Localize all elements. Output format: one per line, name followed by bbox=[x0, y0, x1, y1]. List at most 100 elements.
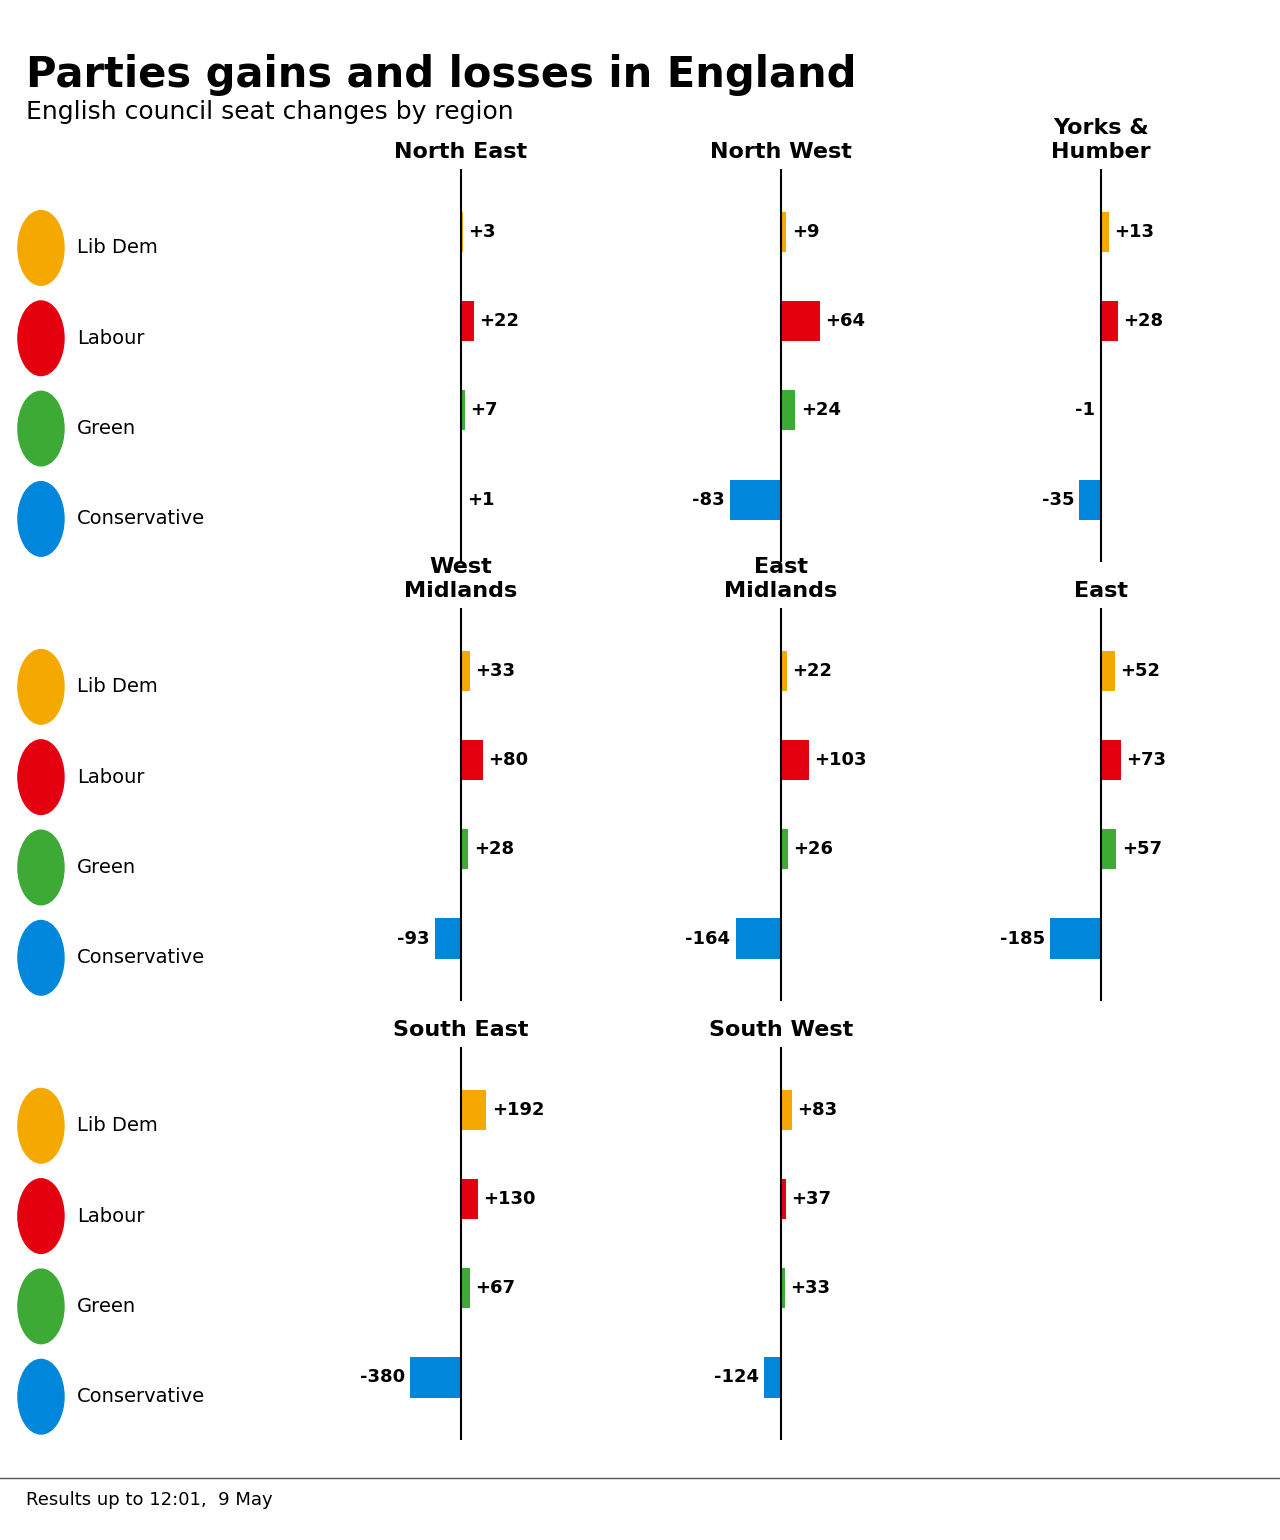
Bar bbox=[461, 739, 483, 781]
Bar bbox=[1101, 739, 1121, 781]
Bar bbox=[1101, 651, 1115, 691]
Ellipse shape bbox=[18, 921, 64, 995]
Text: Conservative: Conservative bbox=[77, 1388, 205, 1406]
Text: +83: +83 bbox=[797, 1101, 837, 1118]
Text: North East: North East bbox=[394, 142, 527, 162]
Bar bbox=[781, 1267, 785, 1309]
Bar bbox=[461, 300, 475, 342]
Bar bbox=[1101, 829, 1116, 870]
Bar bbox=[781, 1090, 792, 1130]
Text: +103: +103 bbox=[814, 752, 867, 768]
Text: +33: +33 bbox=[475, 662, 515, 679]
Text: +22: +22 bbox=[792, 662, 832, 679]
Text: +64: +64 bbox=[826, 313, 865, 330]
Text: -124: -124 bbox=[714, 1369, 759, 1386]
Text: Labour: Labour bbox=[77, 328, 145, 348]
Bar bbox=[461, 1178, 479, 1220]
Bar bbox=[781, 213, 786, 253]
Text: West
Midlands: West Midlands bbox=[404, 557, 517, 601]
Text: -380: -380 bbox=[360, 1369, 404, 1386]
Text: +57: +57 bbox=[1121, 841, 1162, 858]
Text: +73: +73 bbox=[1126, 752, 1166, 768]
Ellipse shape bbox=[18, 211, 64, 285]
Text: Lib Dem: Lib Dem bbox=[77, 1116, 157, 1135]
Bar bbox=[461, 213, 462, 253]
Text: +1: +1 bbox=[467, 491, 494, 508]
Ellipse shape bbox=[18, 1360, 64, 1434]
Text: -185: -185 bbox=[1000, 930, 1044, 947]
Text: +67: +67 bbox=[475, 1280, 515, 1297]
Bar bbox=[461, 1090, 486, 1130]
Bar bbox=[781, 739, 809, 781]
Bar bbox=[781, 1178, 786, 1220]
Bar bbox=[730, 479, 781, 519]
Ellipse shape bbox=[18, 1178, 64, 1254]
Ellipse shape bbox=[18, 391, 64, 467]
Text: +26: +26 bbox=[794, 841, 833, 858]
Bar bbox=[1101, 300, 1117, 342]
Text: South East: South East bbox=[393, 1019, 529, 1040]
Bar bbox=[461, 390, 465, 431]
Bar bbox=[1101, 213, 1108, 253]
Bar bbox=[1050, 918, 1101, 958]
Bar bbox=[781, 390, 795, 431]
Bar bbox=[736, 918, 781, 958]
Text: South West: South West bbox=[709, 1019, 852, 1040]
Ellipse shape bbox=[18, 739, 64, 815]
Text: English council seat changes by region: English council seat changes by region bbox=[26, 100, 513, 125]
Text: -93: -93 bbox=[398, 930, 430, 947]
Text: +192: +192 bbox=[492, 1101, 544, 1118]
Bar bbox=[764, 1357, 781, 1397]
Text: Lib Dem: Lib Dem bbox=[77, 239, 157, 257]
Text: East
Midlands: East Midlands bbox=[724, 557, 837, 601]
Text: B: B bbox=[1121, 1494, 1135, 1512]
Text: +13: +13 bbox=[1114, 223, 1155, 240]
Text: B: B bbox=[1171, 1494, 1184, 1512]
Text: +130: +130 bbox=[484, 1190, 536, 1207]
Bar bbox=[781, 300, 820, 342]
Text: +24: +24 bbox=[801, 402, 841, 419]
Ellipse shape bbox=[18, 300, 64, 376]
Ellipse shape bbox=[18, 650, 64, 724]
Text: Parties gains and losses in England: Parties gains and losses in England bbox=[26, 54, 856, 95]
Text: -83: -83 bbox=[692, 491, 724, 508]
Text: C: C bbox=[1220, 1494, 1233, 1512]
Text: Green: Green bbox=[77, 858, 136, 876]
Text: +80: +80 bbox=[488, 752, 529, 768]
Bar bbox=[461, 651, 470, 691]
Text: -164: -164 bbox=[686, 930, 731, 947]
Ellipse shape bbox=[18, 1089, 64, 1163]
Text: Yorks &
Humber: Yorks & Humber bbox=[1051, 119, 1151, 162]
Text: East: East bbox=[1074, 581, 1128, 601]
Text: +9: +9 bbox=[791, 223, 819, 240]
Text: Labour: Labour bbox=[77, 767, 145, 787]
Bar bbox=[781, 829, 788, 870]
Bar bbox=[435, 918, 461, 958]
Text: Green: Green bbox=[77, 1297, 136, 1315]
Text: +37: +37 bbox=[791, 1190, 831, 1207]
Text: Conservative: Conservative bbox=[77, 510, 205, 528]
Text: -1: -1 bbox=[1075, 402, 1094, 419]
Text: +3: +3 bbox=[468, 223, 495, 240]
Text: Results up to 12:01,  9 May: Results up to 12:01, 9 May bbox=[26, 1491, 273, 1509]
Ellipse shape bbox=[18, 1269, 64, 1344]
Text: Green: Green bbox=[77, 419, 136, 437]
Ellipse shape bbox=[18, 830, 64, 906]
Bar bbox=[410, 1357, 461, 1397]
Bar bbox=[1079, 479, 1101, 519]
Text: -35: -35 bbox=[1042, 491, 1074, 508]
Text: Conservative: Conservative bbox=[77, 949, 205, 967]
Text: +33: +33 bbox=[791, 1280, 831, 1297]
Text: +28: +28 bbox=[474, 841, 515, 858]
Text: +7: +7 bbox=[471, 402, 498, 419]
Text: North West: North West bbox=[710, 142, 851, 162]
Text: +22: +22 bbox=[480, 313, 520, 330]
Bar bbox=[461, 1267, 470, 1309]
Text: +52: +52 bbox=[1120, 662, 1161, 679]
Text: Labour: Labour bbox=[77, 1206, 145, 1226]
Text: Lib Dem: Lib Dem bbox=[77, 678, 157, 696]
Bar bbox=[781, 651, 787, 691]
Text: +28: +28 bbox=[1124, 313, 1164, 330]
Bar bbox=[461, 829, 468, 870]
Ellipse shape bbox=[18, 482, 64, 556]
